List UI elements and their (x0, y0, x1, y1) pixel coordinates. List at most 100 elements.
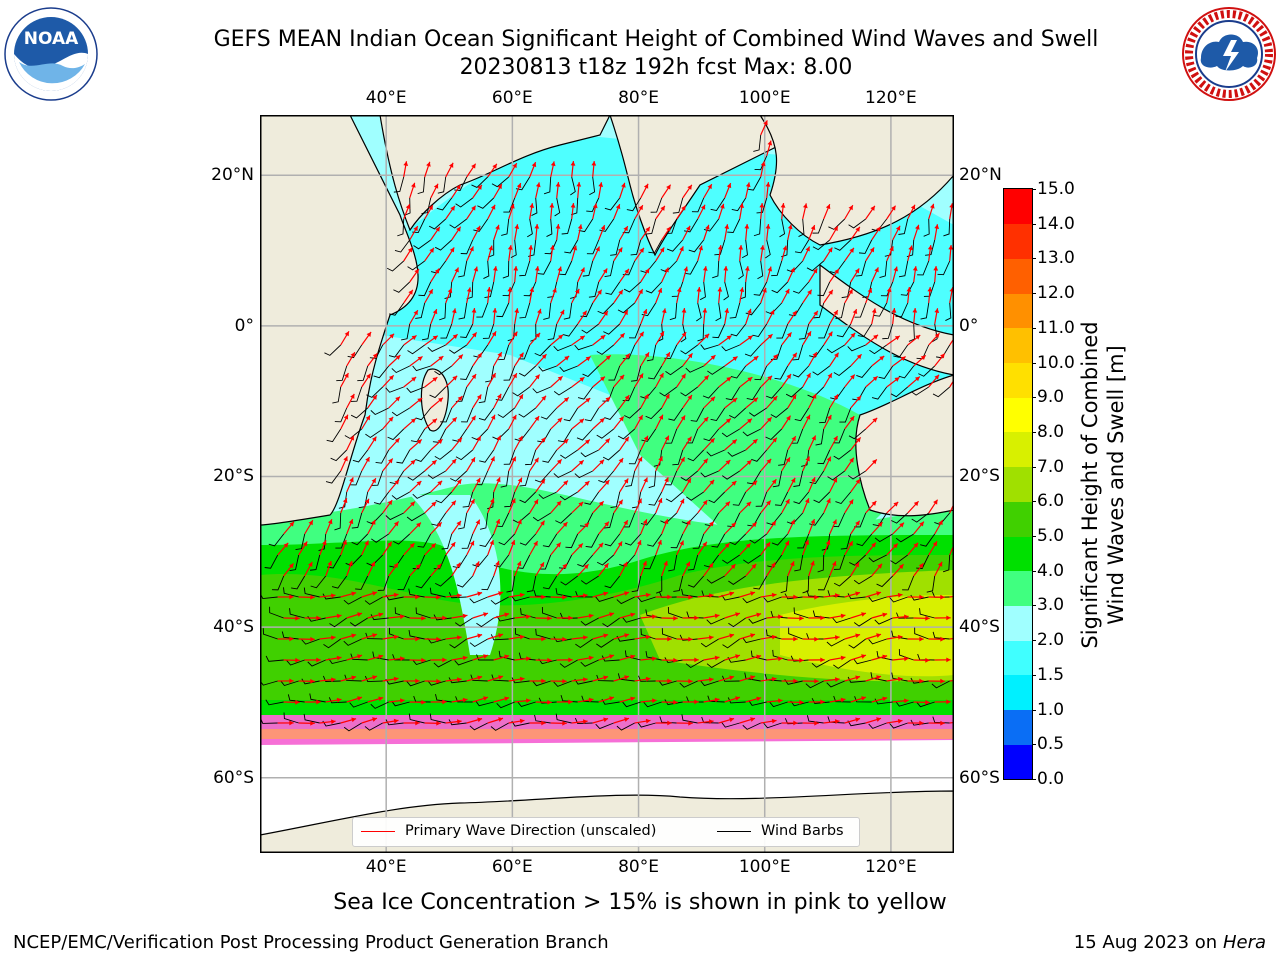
wind-barb (856, 533, 873, 547)
wave-direction-arrowhead (416, 522, 421, 528)
wave-direction-arrowhead (295, 699, 300, 705)
wind-barb (287, 694, 305, 703)
wave-direction-arrowhead (804, 498, 810, 504)
wave-direction-arrowhead (725, 418, 731, 424)
wind-barb (574, 470, 593, 479)
wave-direction-arrowhead (557, 266, 563, 272)
wave-direction-arrowhead (652, 656, 657, 662)
wave-direction-arrowhead (511, 456, 516, 462)
wind-barb (415, 607, 431, 619)
wind-barb (542, 575, 558, 590)
wind-barb (559, 491, 578, 501)
wind-barb (516, 554, 531, 569)
wind-barb (664, 699, 683, 706)
wind-barb (543, 176, 552, 195)
wave-direction-arrowhead (599, 418, 605, 423)
wind-barb (477, 197, 495, 209)
wind-barb (727, 512, 741, 528)
wave-direction-arrowhead (657, 498, 663, 504)
wave-direction-arrowhead (529, 203, 535, 208)
wave-direction-arrowhead (940, 353, 945, 359)
wave-direction-arrowhead (622, 561, 628, 567)
latitude-tick-label: 40°S (959, 617, 1000, 638)
wind-barb (721, 470, 740, 480)
wave-direction-arrowhead (708, 563, 714, 569)
wave-direction-arrowhead (415, 678, 420, 684)
colorbar-segment (1004, 501, 1032, 537)
wind-barb (790, 655, 809, 662)
wave-direction-arrowhead (771, 634, 777, 640)
wave-direction-arrowhead (496, 393, 502, 399)
wave-direction-arrowhead (900, 356, 906, 362)
wind-barb (703, 218, 720, 232)
wind-barb (854, 696, 872, 703)
wave-direction-arrowhead (744, 224, 750, 229)
wave-direction-arrowhead (724, 543, 730, 549)
wave-direction-arrowhead (908, 245, 913, 251)
wind-barb (345, 554, 363, 567)
wave-direction-arrowhead (336, 613, 342, 619)
wind-barb (750, 650, 767, 661)
wave-direction-arrowhead (750, 633, 756, 638)
wind-barb (648, 470, 657, 489)
wind-barb (532, 386, 551, 394)
wave-direction-arrowhead (763, 120, 768, 126)
wave-direction-arrowhead (861, 696, 866, 701)
wave-direction-arrowhead (366, 373, 371, 379)
wind-barb (630, 365, 642, 382)
colorbar-tick-label: 7.0 (1031, 456, 1065, 477)
wind-barb (343, 596, 362, 605)
wave-direction-arrowhead (426, 161, 431, 167)
wave-direction-arrowhead (588, 697, 594, 703)
wind-barb (366, 554, 384, 567)
wave-direction-arrowhead (667, 636, 672, 642)
wave-direction-arrowhead (578, 501, 584, 507)
wind-barb (680, 470, 698, 481)
sea-ice-caption: Sea Ice Concentration > 15% is shown in … (333, 890, 947, 915)
wave-direction-arrowhead (555, 224, 561, 229)
wave-direction-arrowhead (432, 418, 437, 424)
wind-barb (596, 344, 614, 355)
wind-barb (469, 596, 488, 604)
wave-direction-arrowhead (602, 268, 608, 274)
wind-barb (765, 428, 783, 441)
wind-barb (454, 659, 473, 666)
wave-direction-arrowhead (778, 698, 783, 704)
longitude-tick-label: 80°E (618, 857, 659, 877)
wind-barb (496, 615, 515, 622)
wave-direction-arrowhead (490, 204, 496, 210)
wave-direction-arrowhead (753, 356, 759, 361)
wave-direction-arrowhead (870, 205, 875, 211)
wave-direction-arrowhead (357, 696, 362, 701)
wind-barb (391, 407, 410, 417)
wind-barb (322, 675, 341, 682)
wave-direction-arrowhead (598, 182, 604, 187)
wave-direction-arrowhead (739, 287, 745, 293)
wave-direction-arrowhead (370, 561, 375, 567)
wave-direction-arrowhead (702, 541, 707, 547)
wave-direction-arrowhead (679, 540, 684, 546)
wave-direction-arrowhead (747, 308, 752, 314)
wave-direction-arrowhead (605, 438, 610, 444)
wind-barb (498, 533, 516, 546)
wind-barb (755, 491, 768, 507)
wave-direction-arrowhead (709, 479, 715, 485)
wind-barb (370, 701, 389, 709)
wave-direction-arrowhead (533, 499, 539, 505)
wave-direction-arrowhead (295, 657, 300, 663)
wave-direction-arrowhead (432, 377, 438, 382)
wave-direction-arrowhead (673, 615, 678, 621)
wave-direction-arrowhead (799, 615, 804, 621)
wave-direction-arrowhead (849, 247, 854, 253)
wind-barb (541, 607, 557, 619)
wind-barb (531, 197, 538, 216)
wind-barb (517, 701, 536, 707)
wave-direction-arrowhead (657, 539, 662, 545)
wave-direction-arrowhead (496, 435, 501, 441)
wind-barb (595, 722, 614, 730)
wave-direction-arrowhead (751, 522, 757, 528)
wind-barb (466, 281, 474, 300)
wave-direction-arrowhead (302, 541, 308, 547)
wave-direction-arrowhead (771, 676, 777, 682)
wave-direction-arrowhead (919, 636, 924, 642)
